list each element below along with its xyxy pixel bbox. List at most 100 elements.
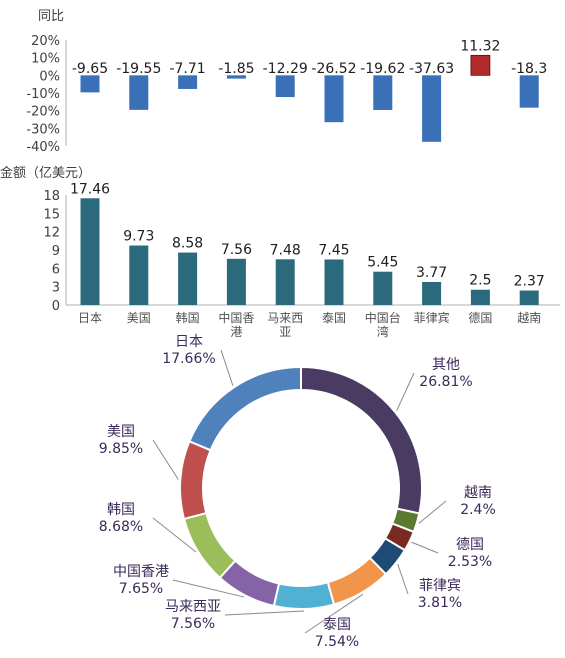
yoy-y-tick-label: 10% — [31, 52, 60, 67]
donut-leader-line — [396, 372, 415, 411]
donut-slice — [272, 581, 336, 610]
donut-slice-label: 马来西亚 — [165, 599, 221, 615]
yoy-y-tick-label: -40% — [26, 140, 60, 155]
donut-slice-label: 中国香港 — [113, 564, 169, 580]
amount-y-tick-label: 9 — [52, 244, 60, 259]
yoy-value-label: -1.85 — [218, 61, 254, 77]
amount-value-label: 2.5 — [469, 273, 491, 289]
yoy-y-tick-label: -20% — [26, 105, 60, 120]
donut-leader-line — [418, 500, 447, 524]
yoy-value-label: -26.52 — [311, 61, 356, 77]
yoy-bar — [519, 75, 539, 108]
yoy-bar-chart: 同比 20%10%0%-10%-20%-30%-40% -9.65 -19.55-… — [26, 9, 547, 155]
yoy-value-label: -18.3 — [511, 61, 547, 77]
donut-slice-percent: 7.54% — [315, 634, 359, 650]
donut-slice-percent: 8.68% — [99, 519, 143, 535]
amount-value-label: 7.48 — [270, 242, 301, 258]
amount-x-tick-label: 菲律宾 — [414, 310, 450, 325]
amount-x-tick-label: 美国 — [127, 311, 151, 325]
donut-leader-line — [224, 610, 305, 616]
yoy-value-label: -9.65 — [72, 61, 108, 77]
donut-leader-line — [152, 439, 179, 480]
donut-leader-line — [397, 563, 409, 595]
amount-x-tick-label: 韩国 — [176, 310, 200, 325]
donut-leader-line — [304, 593, 364, 634]
yoy-bar — [470, 54, 491, 76]
amount-x-tick-label: 亚 — [279, 325, 291, 339]
yoy-bar — [324, 75, 344, 123]
amount-x-tick-label: 湾 — [377, 324, 389, 339]
amount-bar — [80, 198, 100, 305]
amount-x-tick-label: 越南 — [517, 310, 541, 325]
yoy-bar — [129, 75, 149, 110]
amount-value-label: 5.45 — [367, 255, 398, 271]
amount-bar — [129, 245, 149, 305]
amount-x-tick-label: 港 — [230, 325, 242, 339]
donut-slice — [179, 439, 212, 521]
donut-slice-label: 德国 — [456, 537, 484, 553]
amount-chart-title: 金额（亿美元） — [0, 165, 91, 181]
donut-slice-percent: 17.66% — [162, 351, 215, 367]
yoy-bar — [226, 75, 246, 79]
amount-x-tick-label: 中国香 — [218, 310, 254, 325]
amount-y-tick-label: 3 — [52, 281, 60, 296]
donut-slice — [326, 556, 388, 606]
amount-value-label: 3.77 — [416, 265, 447, 281]
donut-slice-percent: 3.81% — [418, 595, 462, 611]
yoy-bar — [178, 75, 198, 89]
yoy-y-tick-label: -10% — [26, 87, 60, 102]
amount-value-label: 9.73 — [123, 229, 154, 245]
amount-value-label: 7.45 — [318, 242, 349, 258]
donut-slice-percent: 2.4% — [460, 502, 496, 518]
amount-x-tick-label: 德国 — [468, 310, 492, 325]
yoy-bar — [373, 75, 393, 110]
amount-value-label: 7.56 — [221, 242, 252, 258]
amount-bar — [275, 259, 295, 305]
yoy-bar — [422, 75, 442, 142]
yoy-value-label: -37.63 — [409, 61, 454, 77]
donut-slice-label: 美国 — [107, 424, 135, 440]
amount-y-tick-label: 0 — [52, 299, 60, 314]
yoy-value-label: -12.29 — [263, 61, 308, 77]
yoy-bar — [80, 75, 100, 93]
yoy-chart-title: 同比 — [38, 9, 64, 24]
yoy-bar — [275, 75, 295, 98]
donut-slice-percent: 7.56% — [171, 616, 215, 632]
donut-leader-line — [172, 579, 245, 598]
amount-value-label: 2.37 — [514, 274, 545, 290]
amount-bar — [470, 289, 490, 305]
yoy-value-label: -19.62 — [360, 61, 405, 77]
amount-x-tick-label: 泰国 — [322, 311, 346, 325]
donut-slice-label: 日本 — [175, 334, 203, 350]
amount-x-tick-label: 马来西 — [267, 311, 303, 325]
amount-x-tick-label: 中国台 — [365, 310, 401, 325]
yoy-y-tick-label: 20% — [31, 34, 60, 49]
amount-y-tick-label: 12 — [43, 226, 60, 241]
amount-y-tick-label: 18 — [43, 189, 60, 204]
amount-y-tick-label: 6 — [52, 262, 60, 277]
amount-value-label: 17.46 — [70, 181, 110, 197]
donut-slice-percent: 2.53% — [448, 554, 492, 570]
donut-leader-line — [152, 517, 197, 553]
amount-bar — [373, 271, 393, 305]
donut-slice-label: 越南 — [464, 485, 492, 501]
yoy-y-tick-label: -30% — [26, 122, 60, 137]
donut-slice-label: 其他 — [432, 357, 460, 373]
yoy-value-label: 11.32 — [460, 38, 500, 54]
donut-slice — [300, 365, 423, 515]
donut-slice — [182, 511, 237, 580]
amount-value-label: 8.58 — [172, 236, 203, 252]
amount-bar-chart: 金额（亿美元） 18 15 12 9 6 3 0 17.46 9.73 8.58 7.56 7.48… — [0, 165, 560, 339]
amount-bar — [324, 259, 344, 305]
amount-x-tick-label: 日本 — [78, 311, 102, 325]
donut-leader-line — [220, 349, 234, 386]
donut-leader-line — [411, 541, 439, 554]
donut-slice-percent: 7.65% — [119, 581, 163, 597]
amount-y-tick-label: 15 — [43, 207, 60, 222]
yoy-value-label: -7.71 — [169, 61, 205, 77]
amount-bar — [226, 258, 246, 305]
donut-slice-label: 韩国 — [107, 502, 135, 518]
donut-slice-percent: 26.81% — [419, 374, 472, 390]
